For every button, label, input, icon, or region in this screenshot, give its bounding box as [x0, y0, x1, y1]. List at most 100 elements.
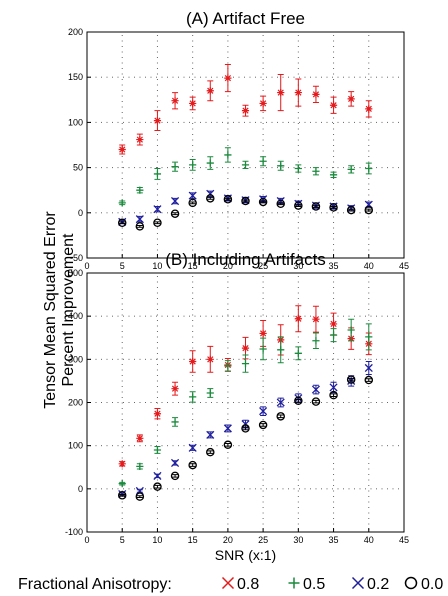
data-point: [329, 101, 338, 109]
panel-a-y-tick-label: 200: [68, 27, 83, 37]
panel-a-y-tick-label: 0: [78, 208, 83, 218]
data-point: [329, 320, 338, 328]
data-point: [259, 407, 268, 416]
data-point: [259, 345, 267, 353]
legend-label: 0.2: [367, 576, 389, 593]
data-point: [206, 87, 214, 95]
legend-marker-plus: [288, 577, 300, 589]
data-point: [224, 362, 232, 370]
data-point: [223, 424, 232, 433]
panel-a-y-tick-label: 150: [68, 72, 83, 82]
data-point: [311, 397, 321, 406]
legend-item-08: 0.8: [221, 576, 259, 593]
data-point: [224, 151, 232, 159]
error-bar: [348, 377, 355, 382]
data-point: [346, 205, 356, 215]
data-point: [347, 165, 355, 174]
panel-b-grid: [90, 276, 399, 530]
legend-marker-cross: [351, 576, 365, 590]
panel-a-y-tick-label: 100: [68, 117, 83, 127]
data-point: [118, 460, 126, 468]
data-point: [153, 205, 162, 214]
error-bar: [136, 224, 143, 228]
error-bar: [295, 204, 302, 207]
panel-a-x-tick-label: 10: [152, 261, 162, 271]
panel-b-series-05: [118, 318, 373, 488]
panel-b-x-axis-label: SNR (x:1): [215, 547, 276, 563]
panel-a-x-tick-label: 20: [223, 261, 233, 271]
data-point: [347, 95, 355, 103]
error-bar: [224, 197, 231, 201]
legend-label: 0.5: [303, 576, 325, 593]
data-point: [223, 194, 233, 204]
data-point: [364, 363, 373, 373]
error-bar: [242, 426, 249, 431]
data-point: [312, 337, 320, 345]
data-point: [294, 315, 302, 323]
panel-a-x-tick-label: 0: [84, 261, 89, 271]
data-point: [206, 430, 215, 439]
panel-b-x-tick-label: 45: [399, 535, 409, 545]
data-point: [135, 492, 145, 501]
data-point: [311, 202, 321, 211]
data-point: [189, 393, 197, 401]
data-point: [117, 218, 127, 227]
data-point: [259, 195, 268, 204]
data-point: [364, 205, 374, 215]
data-point: [259, 99, 267, 108]
panel-a-y-tick-label: -50: [70, 253, 83, 263]
panel-b-y-tick-label: 0: [78, 484, 83, 494]
panel-b-x-tick-label: 25: [258, 535, 268, 545]
error-bar: [154, 221, 161, 225]
legend-item-05: 0.5: [288, 576, 325, 593]
data-point: [153, 170, 162, 178]
data-point: [241, 360, 250, 368]
data-point: [118, 145, 126, 154]
data-point: [188, 198, 197, 208]
data-point: [276, 412, 285, 421]
data-point: [347, 326, 355, 334]
error-bar: [330, 393, 337, 397]
panel-b-series-00: [117, 375, 374, 501]
data-point: [365, 333, 373, 341]
data-point: [311, 385, 321, 394]
data-point: [189, 357, 197, 366]
panel-a-series-05: [118, 147, 373, 207]
y-axis-label-line2: Percent Improvement: [60, 233, 77, 387]
panel-a-x-tick-label: 40: [364, 261, 374, 271]
error-bar: [365, 378, 372, 382]
panel-a-axes: [86, 31, 405, 259]
data-point: [153, 410, 162, 418]
panel-b-y-tick-label: 100: [68, 441, 83, 451]
panel-b-x-tick-label: 40: [364, 535, 374, 545]
data-point: [241, 420, 250, 429]
data-point: [364, 375, 374, 385]
data-point: [189, 161, 197, 169]
data-point: [329, 383, 338, 392]
data-point: [188, 443, 197, 452]
error-bar: [242, 199, 249, 203]
data-point: [117, 491, 127, 500]
y-axis-label-line1: Tensor Mean Squared Error: [42, 211, 59, 409]
data-point: [259, 329, 267, 338]
data-point: [365, 105, 373, 113]
data-point: [224, 74, 232, 82]
data-point: [277, 346, 285, 354]
legend-item-00: 0.0: [404, 576, 443, 593]
data-point: [170, 471, 180, 481]
data-point: [294, 88, 302, 97]
data-point: [241, 161, 250, 169]
error-bar: [224, 443, 231, 447]
error-bar: [312, 205, 319, 208]
data-point: [188, 460, 197, 470]
legend-title: Fractional Anisotropy:: [18, 576, 172, 593]
data-point: [329, 171, 338, 179]
panel-a-series-02: [118, 189, 373, 226]
legend-label: 0.0: [421, 576, 443, 593]
panel-b-x-tick-label: 0: [84, 535, 89, 545]
data-point: [206, 194, 215, 203]
data-point: [153, 446, 162, 454]
panel-a-series-08: [118, 64, 373, 155]
data-point: [171, 385, 179, 393]
